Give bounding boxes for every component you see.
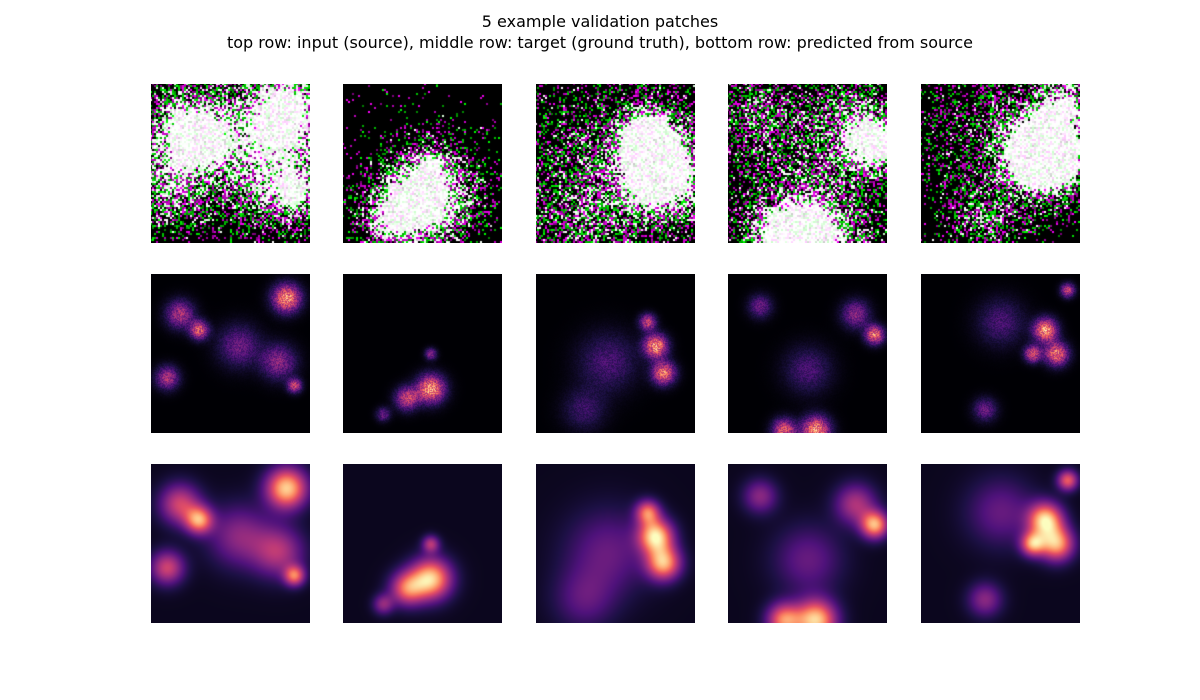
- figure-title-line1: 5 example validation patches: [481, 12, 719, 31]
- patch-source-4: [728, 84, 887, 243]
- patch-pred-3: [536, 464, 695, 623]
- patch-target-4: [728, 274, 887, 433]
- patch-target-1: [151, 274, 310, 433]
- patch-source-3: [536, 84, 695, 243]
- patch-pred-4: [728, 464, 887, 623]
- figure-title-line2: top row: input (source), middle row: tar…: [226, 33, 974, 52]
- patch-pred-5: [921, 464, 1080, 623]
- patch-source-1: [151, 84, 310, 243]
- patch-pred-1: [151, 464, 310, 623]
- patch-pred-2: [343, 464, 502, 623]
- patch-target-3: [536, 274, 695, 433]
- patch-target-5: [921, 274, 1080, 433]
- patch-source-5: [921, 84, 1080, 243]
- patch-target-2: [343, 274, 502, 433]
- patch-source-2: [343, 84, 502, 243]
